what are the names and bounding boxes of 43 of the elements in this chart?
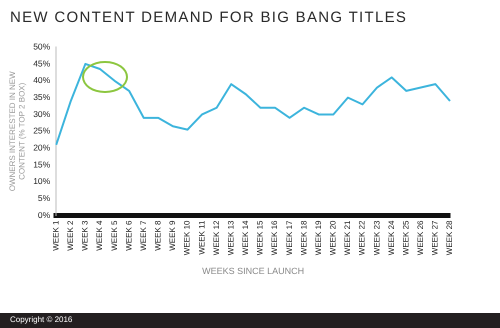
x-tick-label: WEEK 24 bbox=[386, 220, 396, 256]
x-tick-label: WEEK 20 bbox=[328, 220, 338, 256]
x-tick-label: WEEK 5 bbox=[110, 220, 119, 251]
x-tick-label: WEEK 3 bbox=[80, 220, 90, 251]
x-tick-label: WEEK 25 bbox=[401, 220, 410, 256]
chart-title: NEW CONTENT DEMAND FOR BIG BANG TITLES bbox=[10, 9, 408, 26]
x-tick-label: WEEK 14 bbox=[241, 220, 250, 256]
x-tick-label: WEEK 23 bbox=[372, 220, 382, 256]
x-tick-label: WEEK 26 bbox=[416, 220, 426, 256]
x-tick-label: WEEK 27 bbox=[430, 220, 440, 256]
x-tick-label: WEEK 17 bbox=[284, 220, 294, 256]
x-tick-label: WEEK 21 bbox=[343, 220, 352, 256]
x-tick-label: WEEK 4 bbox=[95, 220, 104, 251]
y-tick-label: 15% bbox=[33, 159, 51, 170]
x-tick-label: WEEK 15 bbox=[256, 220, 265, 256]
y-tick-label: 10% bbox=[33, 176, 51, 186]
x-tick-label: WEEK 28 bbox=[445, 220, 454, 256]
y-axis-title: OWNERS INTERESTED IN NEW CONTENT (% TOP 2 BOX) bbox=[8, 70, 27, 192]
x-tick-label: WEEK 2 bbox=[66, 220, 75, 251]
x-tick-label: WEEK 22 bbox=[358, 220, 367, 256]
x-tick-label: WEEK 10 bbox=[182, 220, 192, 256]
x-tick-label: WEEK 11 bbox=[197, 220, 206, 255]
y-tick-label: 35% bbox=[33, 92, 51, 102]
x-axis-title: WEEKS SINCE LAUNCH bbox=[202, 266, 304, 276]
x-tick-label: WEEK 19 bbox=[314, 220, 323, 256]
y-tick-label: 40% bbox=[33, 75, 51, 86]
x-tick-label: WEEK 9 bbox=[168, 220, 178, 251]
x-tick-label: WEEK 8 bbox=[154, 220, 163, 251]
x-tick-label: WEEK 16 bbox=[270, 220, 280, 256]
x-tick-label: WEEK 12 bbox=[212, 220, 221, 256]
y-tick-label: 20% bbox=[33, 142, 51, 152]
y-tick-label: 45% bbox=[33, 58, 51, 68]
y-tick-label: 30% bbox=[33, 108, 51, 119]
x-tick-label: WEEK 13 bbox=[226, 220, 236, 256]
text: Copyright © 2016 bbox=[10, 315, 72, 324]
y-tick-label: 0% bbox=[38, 210, 51, 220]
y-tick-label: 5% bbox=[38, 193, 51, 204]
x-tick-label: WEEK 1 bbox=[51, 220, 60, 251]
y-tick-label: 50% bbox=[33, 41, 51, 52]
x-tick-label: WEEK 7 bbox=[138, 220, 148, 251]
x-tick-label: WEEK 6 bbox=[124, 220, 134, 251]
y-tick-label: 25% bbox=[33, 126, 51, 136]
x-tick-label: WEEK 18 bbox=[299, 220, 308, 256]
